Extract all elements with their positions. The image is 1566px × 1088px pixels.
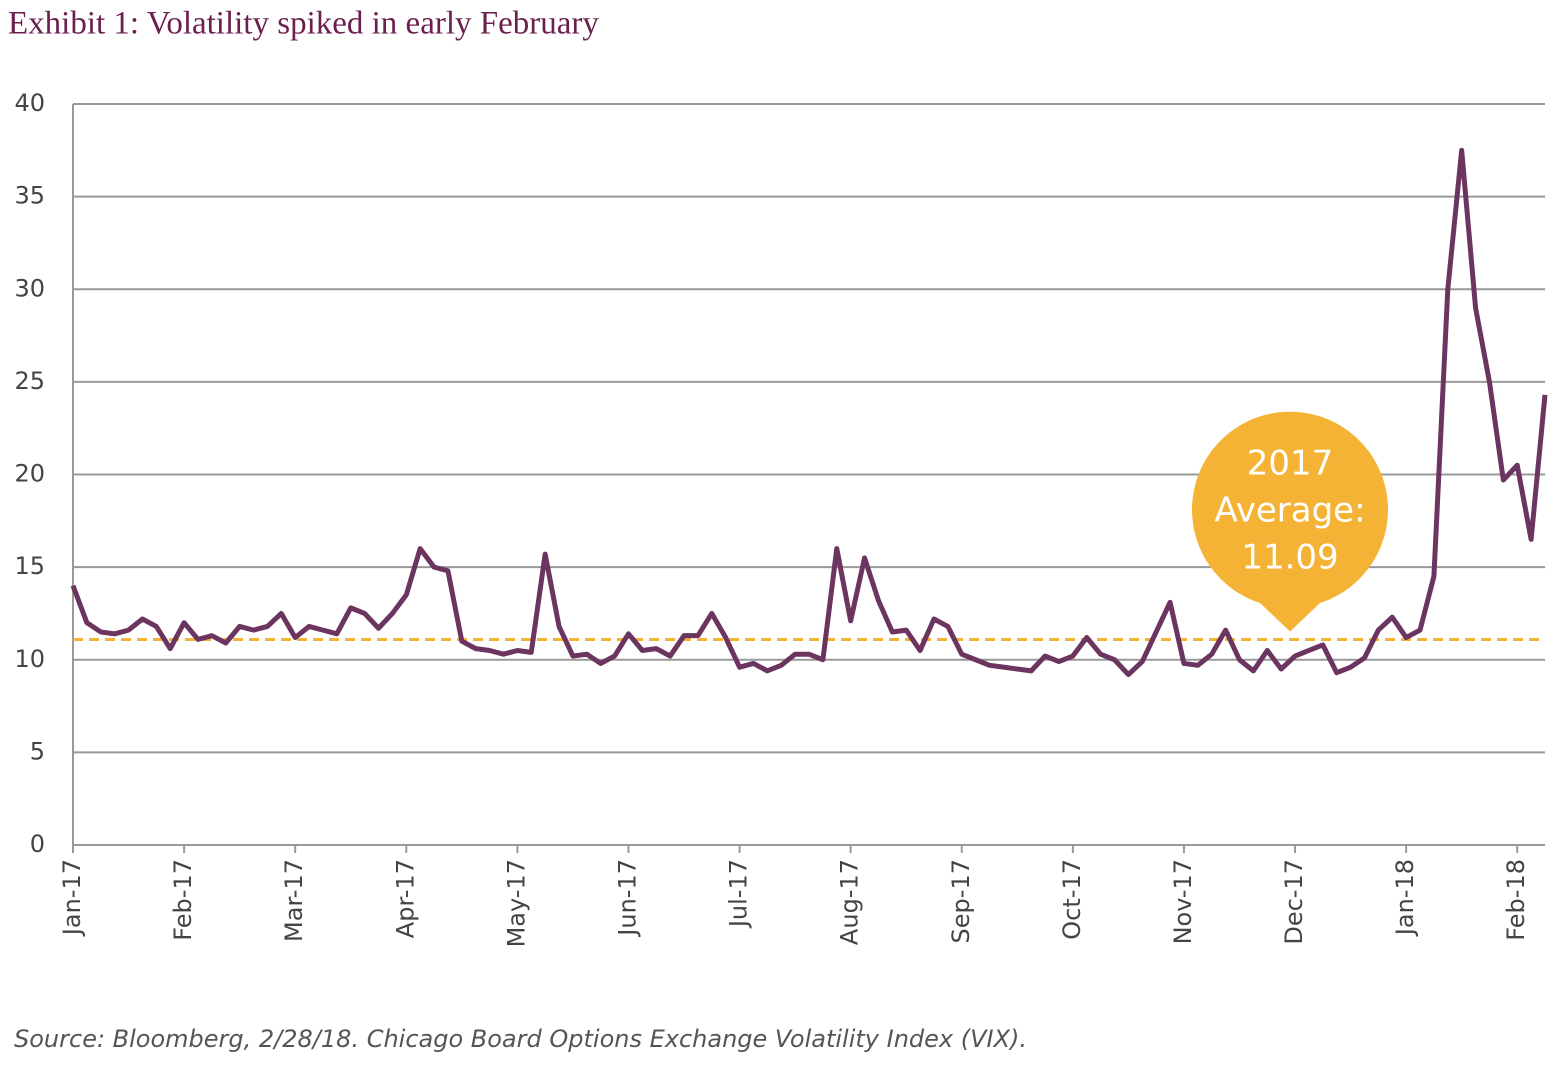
callout-value: 11.09	[1241, 538, 1338, 578]
y-tick-label: 15	[14, 552, 45, 580]
callout-bubble	[1192, 411, 1388, 632]
x-tick-label: Apr-17	[391, 859, 419, 938]
y-tick-label: 0	[30, 830, 45, 858]
x-tick-label: Dec-17	[1280, 859, 1308, 945]
source-note: Source: Bloomberg, 2/28/18. Chicago Boar…	[14, 1025, 1027, 1053]
data-line	[70, 147, 1548, 678]
chart-title: Exhibit 1: Volatility spiked in early Fe…	[8, 6, 599, 42]
x-tick-label: Feb-18	[1502, 859, 1530, 941]
x-tick-label: May-17	[502, 859, 530, 947]
x-tick-label: Jul-17	[725, 859, 753, 929]
x-tick-label: Feb-17	[169, 859, 197, 941]
callout-text: 2017	[1247, 444, 1334, 484]
x-tick-label: Jan-17	[58, 859, 86, 937]
x-tick-label: Aug-17	[836, 859, 864, 945]
x-tick-label: Oct-17	[1058, 859, 1086, 940]
y-tick-label: 20	[14, 460, 45, 488]
y-tick-label: 40	[14, 89, 45, 117]
y-tick-label: 10	[14, 645, 45, 673]
callout-text: Average:	[1214, 491, 1365, 531]
y-tick-label: 35	[14, 182, 45, 210]
y-tick-label: 5	[30, 737, 45, 765]
y-tick-label: 25	[14, 367, 45, 395]
x-tick-label: Mar-17	[280, 859, 308, 942]
x-tick-label: Nov-17	[1169, 859, 1197, 944]
x-tick-label: Jan-18	[1391, 859, 1419, 937]
x-tick-label: Sep-17	[947, 859, 975, 943]
y-tick-label: 30	[14, 274, 45, 302]
x-tick-label: Jun-17	[613, 859, 641, 938]
